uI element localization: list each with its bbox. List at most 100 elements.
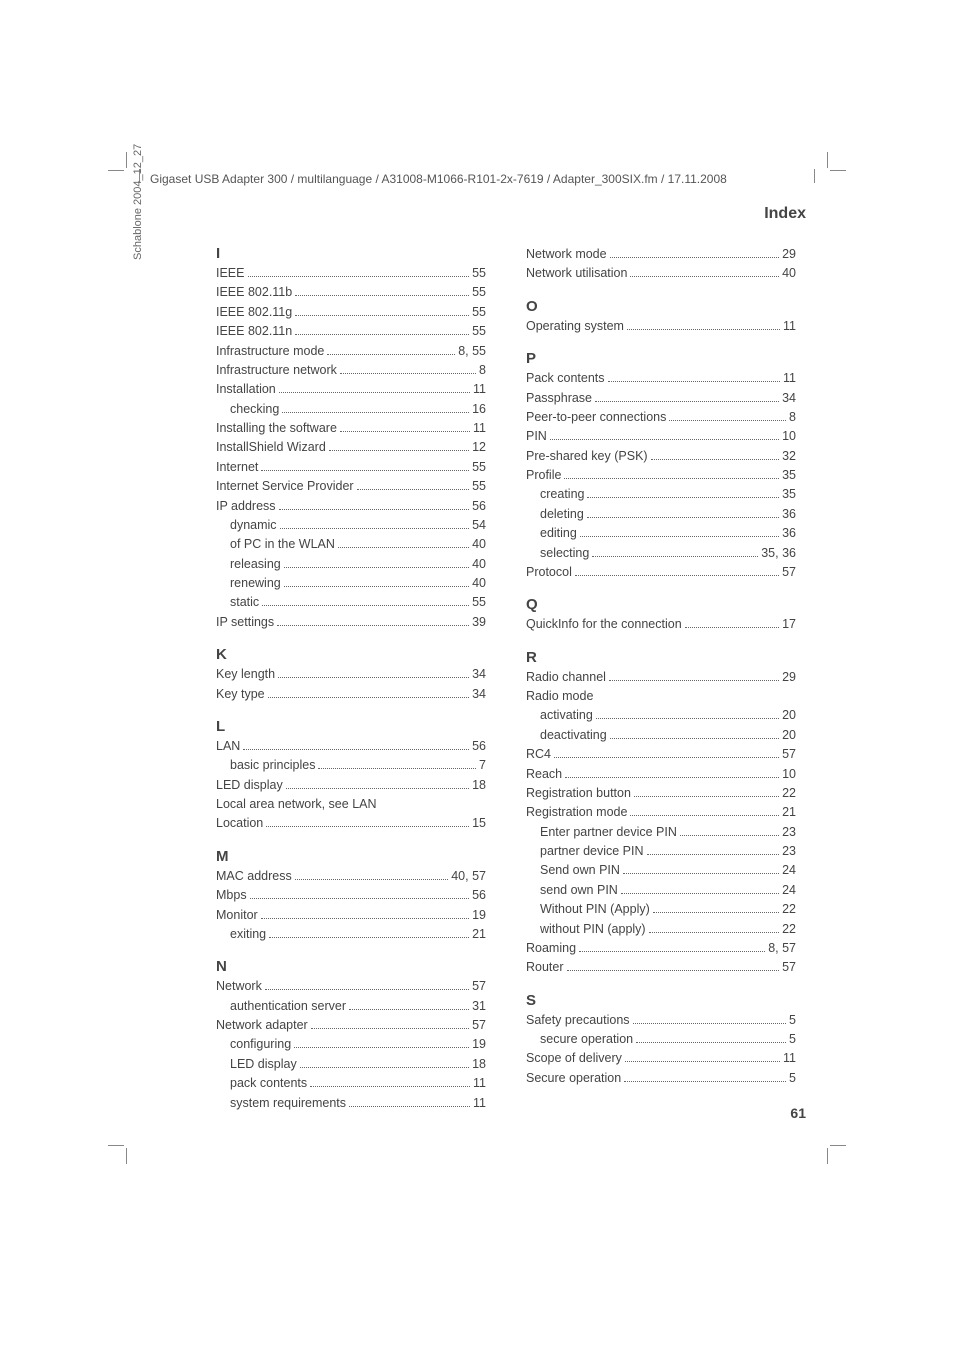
- index-entry-label: Reach: [526, 765, 562, 784]
- index-entry-label: Secure operation: [526, 1069, 621, 1088]
- index-entry-label: Network utilisation: [526, 264, 627, 283]
- crop-mark: [830, 170, 846, 171]
- index-entry-label: Protocol: [526, 563, 572, 582]
- leader-dots: [609, 680, 779, 681]
- index-entry-page: 36: [782, 524, 796, 543]
- index-entry-page: 10: [782, 765, 796, 784]
- index-entry-label: basic principles: [230, 756, 315, 775]
- index-entry: Location15: [216, 814, 486, 833]
- index-entry-label: pack contents: [230, 1074, 307, 1093]
- leader-dots: [349, 1009, 469, 1010]
- index-entry-page: 40: [472, 574, 486, 593]
- index-entry-label: IEEE 802.11g: [216, 303, 292, 322]
- index-entry-page: 57: [782, 745, 796, 764]
- index-entry-page: 23: [782, 842, 796, 861]
- index-entry: Network57: [216, 977, 486, 996]
- index-entry-page: 55: [472, 264, 486, 283]
- leader-dots: [685, 627, 779, 628]
- index-entry: Network adapter 57: [216, 1016, 486, 1035]
- index-entry-page: 56: [472, 737, 486, 756]
- index-entry: dynamic54: [216, 516, 486, 535]
- index-entry: RC457: [526, 745, 796, 764]
- index-entry-label: IP settings: [216, 613, 274, 632]
- index-entry-label: Network: [216, 977, 262, 996]
- index-entry-page: 22: [782, 784, 796, 803]
- index-letter: N: [216, 958, 486, 975]
- index-entry: Pre-shared key (PSK)32: [526, 447, 796, 466]
- index-entry-page: 34: [782, 389, 796, 408]
- leader-dots: [278, 677, 469, 678]
- index-entry: selecting35, 36: [526, 544, 796, 563]
- index-entry: configuring19: [216, 1035, 486, 1054]
- index-entry: system requirements11: [216, 1094, 486, 1113]
- index-entry: pack contents11: [216, 1074, 486, 1093]
- index-entry: Installation11: [216, 380, 486, 399]
- leader-dots: [595, 401, 779, 402]
- leader-dots: [286, 788, 469, 789]
- index-entry: send own PIN24: [526, 881, 796, 900]
- index-entry-label: releasing: [230, 555, 281, 574]
- index-entry: Registration mode21: [526, 803, 796, 822]
- index-entry-label: Installing the software: [216, 419, 337, 438]
- crop-mark: [830, 1145, 846, 1146]
- index-entry-label: Monitor: [216, 906, 258, 925]
- index-entry-label: Radio channel: [526, 668, 606, 687]
- index-entry-page: 5: [789, 1069, 796, 1088]
- index-entry-page: 11: [783, 369, 796, 388]
- index-entry: QuickInfo for the connection17: [526, 615, 796, 634]
- leader-dots: [575, 575, 779, 576]
- leader-dots: [587, 497, 779, 498]
- index-entry-page: 55: [472, 458, 486, 477]
- index-entry: Send own PIN24: [526, 861, 796, 880]
- leader-dots: [623, 873, 779, 874]
- index-entry: Reach 10: [526, 765, 796, 784]
- index-entry: Internet Service Provider55: [216, 477, 486, 496]
- index-entry-label: Enter partner device PIN: [540, 823, 677, 842]
- index-entry: editing36: [526, 524, 796, 543]
- leader-dots: [630, 815, 779, 816]
- index-entry-label: Network adapter: [216, 1016, 308, 1035]
- index-entry-label: Pack contents: [526, 369, 605, 388]
- index-entry-page: 34: [472, 685, 486, 704]
- leader-dots: [579, 951, 765, 952]
- index-entry: Radio mode: [526, 687, 796, 706]
- index-entry-label: Internet: [216, 458, 258, 477]
- index-letter: Q: [526, 596, 796, 613]
- index-entry: Key type34: [216, 685, 486, 704]
- index-column-right: Network mode29Network utilisation40OOper…: [526, 245, 796, 1113]
- leader-dots: [279, 509, 470, 510]
- index-entry-label: LED display: [230, 1055, 297, 1074]
- index-columns: IIEEE55IEEE 802.11b55IEEE 802.11g55IEEE …: [216, 245, 796, 1113]
- index-entry: MAC address40, 57: [216, 867, 486, 886]
- index-entry-page: 8: [789, 408, 796, 427]
- index-entry-label: exiting: [230, 925, 266, 944]
- index-entry: Safety precautions5: [526, 1011, 796, 1030]
- index-entry-page: 57: [472, 1016, 486, 1035]
- index-entry: Profile35: [526, 466, 796, 485]
- index-entry: Local area network, see LAN: [216, 795, 486, 814]
- leader-dots: [649, 932, 779, 933]
- index-entry-label: Pre-shared key (PSK): [526, 447, 648, 466]
- index-letter: S: [526, 992, 796, 1009]
- index-letter: M: [216, 848, 486, 865]
- index-entry-page: 57: [782, 563, 796, 582]
- index-entry-label: IP address: [216, 497, 276, 516]
- crop-mark: [827, 152, 828, 168]
- index-letter: R: [526, 649, 796, 666]
- page-number: 61: [790, 1105, 806, 1121]
- index-entry-page: 20: [782, 726, 796, 745]
- index-entry: IEEE 802.11n55: [216, 322, 486, 341]
- crop-mark: [108, 1145, 124, 1146]
- index-entry-page: 7: [479, 756, 486, 775]
- leader-dots: [310, 1086, 470, 1087]
- leader-dots: [636, 1042, 786, 1043]
- leader-dots: [261, 470, 469, 471]
- index-entry-label: without PIN (apply): [540, 920, 646, 939]
- index-entry-label: system requirements: [230, 1094, 346, 1113]
- index-entry-page: 55: [472, 303, 486, 322]
- index-entry-label: QuickInfo for the connection: [526, 615, 682, 634]
- leader-dots: [262, 605, 469, 606]
- leader-dots: [327, 354, 455, 355]
- index-entry-page: 10: [782, 427, 796, 446]
- leader-dots: [261, 918, 469, 919]
